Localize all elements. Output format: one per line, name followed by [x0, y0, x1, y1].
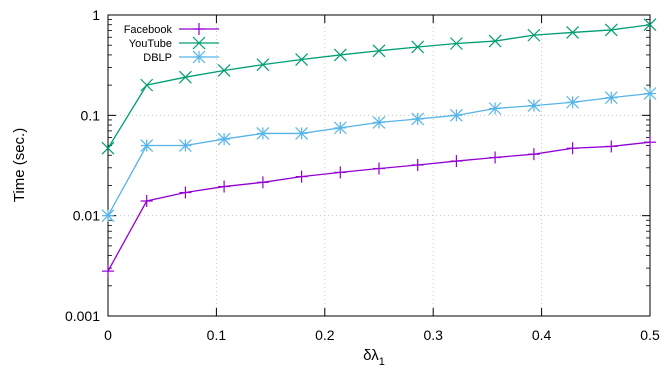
legend-label-dblp: DBLP — [143, 52, 172, 64]
data-point-dblp — [333, 121, 347, 135]
legend-marker-dblp — [192, 50, 206, 64]
data-point-facebook — [566, 142, 579, 155]
data-point-youtube — [178, 70, 192, 84]
data-point-dblp — [411, 112, 425, 126]
legend: Facebook YouTube DBLP — [124, 23, 219, 64]
y-tick-label: 0.1 — [81, 107, 101, 123]
series-youtube — [101, 18, 657, 155]
data-point-dblp — [643, 87, 657, 100]
data-point-dblp — [372, 115, 386, 129]
x-tick-label: 0 — [104, 327, 112, 343]
data-point-dblp — [256, 127, 270, 140]
data-point-youtube — [101, 141, 115, 155]
data-point-youtube — [295, 53, 309, 66]
data-point-youtube — [140, 78, 154, 92]
x-tick-label: 0.4 — [532, 327, 552, 343]
data-point-youtube — [604, 23, 618, 37]
x-tick-label: 0.1 — [207, 327, 227, 343]
series-dblp — [101, 87, 657, 223]
data-point-youtube — [527, 28, 541, 42]
x-axis-label: δλ1 — [363, 347, 385, 368]
data-point-youtube — [333, 48, 347, 62]
data-point-dblp — [217, 132, 231, 146]
data-point-facebook — [295, 170, 308, 183]
series-layer — [101, 18, 657, 278]
series-line-facebook — [107, 141, 651, 272]
data-point-dblp — [488, 102, 502, 115]
axis-ticks: 0.001 0.01 0.1 1 0 0.1 0.2 0.3 0.4 0.5 — [65, 7, 660, 343]
data-point-dblp — [449, 108, 463, 122]
y-tick-label: 0.01 — [73, 208, 100, 224]
data-point-facebook — [605, 140, 618, 153]
data-point-youtube — [411, 40, 425, 54]
x-tick-label: 0.3 — [423, 327, 443, 343]
data-point-dblp — [101, 209, 115, 223]
legend-label-facebook: Facebook — [124, 24, 173, 36]
data-point-dblp — [295, 127, 309, 140]
data-point-dblp — [527, 99, 541, 113]
data-point-facebook — [450, 155, 463, 168]
plot-frame — [107, 14, 651, 317]
data-point-facebook — [411, 158, 424, 171]
series-line-dblp — [107, 92, 651, 216]
data-point-facebook — [334, 166, 347, 179]
legend-label-youtube: YouTube — [129, 38, 172, 50]
legend-marker-facebook — [193, 23, 205, 35]
data-point-facebook — [527, 148, 540, 161]
data-point-facebook — [644, 136, 656, 149]
data-point-dblp — [566, 95, 580, 109]
data-point-facebook — [140, 195, 153, 208]
legend-marker-youtube — [192, 36, 206, 50]
data-point-facebook — [489, 151, 502, 164]
y-axis-label: Time (sec.) — [11, 128, 28, 202]
data-point-youtube — [643, 18, 657, 32]
data-point-dblp — [178, 139, 192, 152]
data-point-youtube — [488, 34, 502, 48]
data-point-facebook — [179, 186, 192, 199]
x-axis-label-main: δλ — [363, 347, 379, 364]
y-tick-label: 1 — [92, 7, 100, 23]
data-point-youtube — [217, 64, 231, 77]
data-point-facebook — [256, 176, 269, 189]
data-point-youtube — [566, 26, 580, 39]
data-point-dblp — [604, 91, 618, 105]
x-tick-label: 0.5 — [640, 327, 660, 343]
series-facebook — [102, 136, 656, 278]
data-point-youtube — [372, 44, 386, 58]
data-point-youtube — [256, 58, 270, 72]
x-tick-label: 0.2 — [315, 327, 335, 343]
data-point-facebook — [218, 180, 231, 193]
y-tick-label: 0.001 — [65, 308, 100, 324]
data-point-facebook — [102, 265, 114, 278]
data-point-youtube — [449, 37, 463, 50]
data-point-dblp — [140, 139, 154, 152]
data-point-facebook — [373, 162, 385, 175]
x-axis-label-subscript: 1 — [379, 356, 385, 368]
